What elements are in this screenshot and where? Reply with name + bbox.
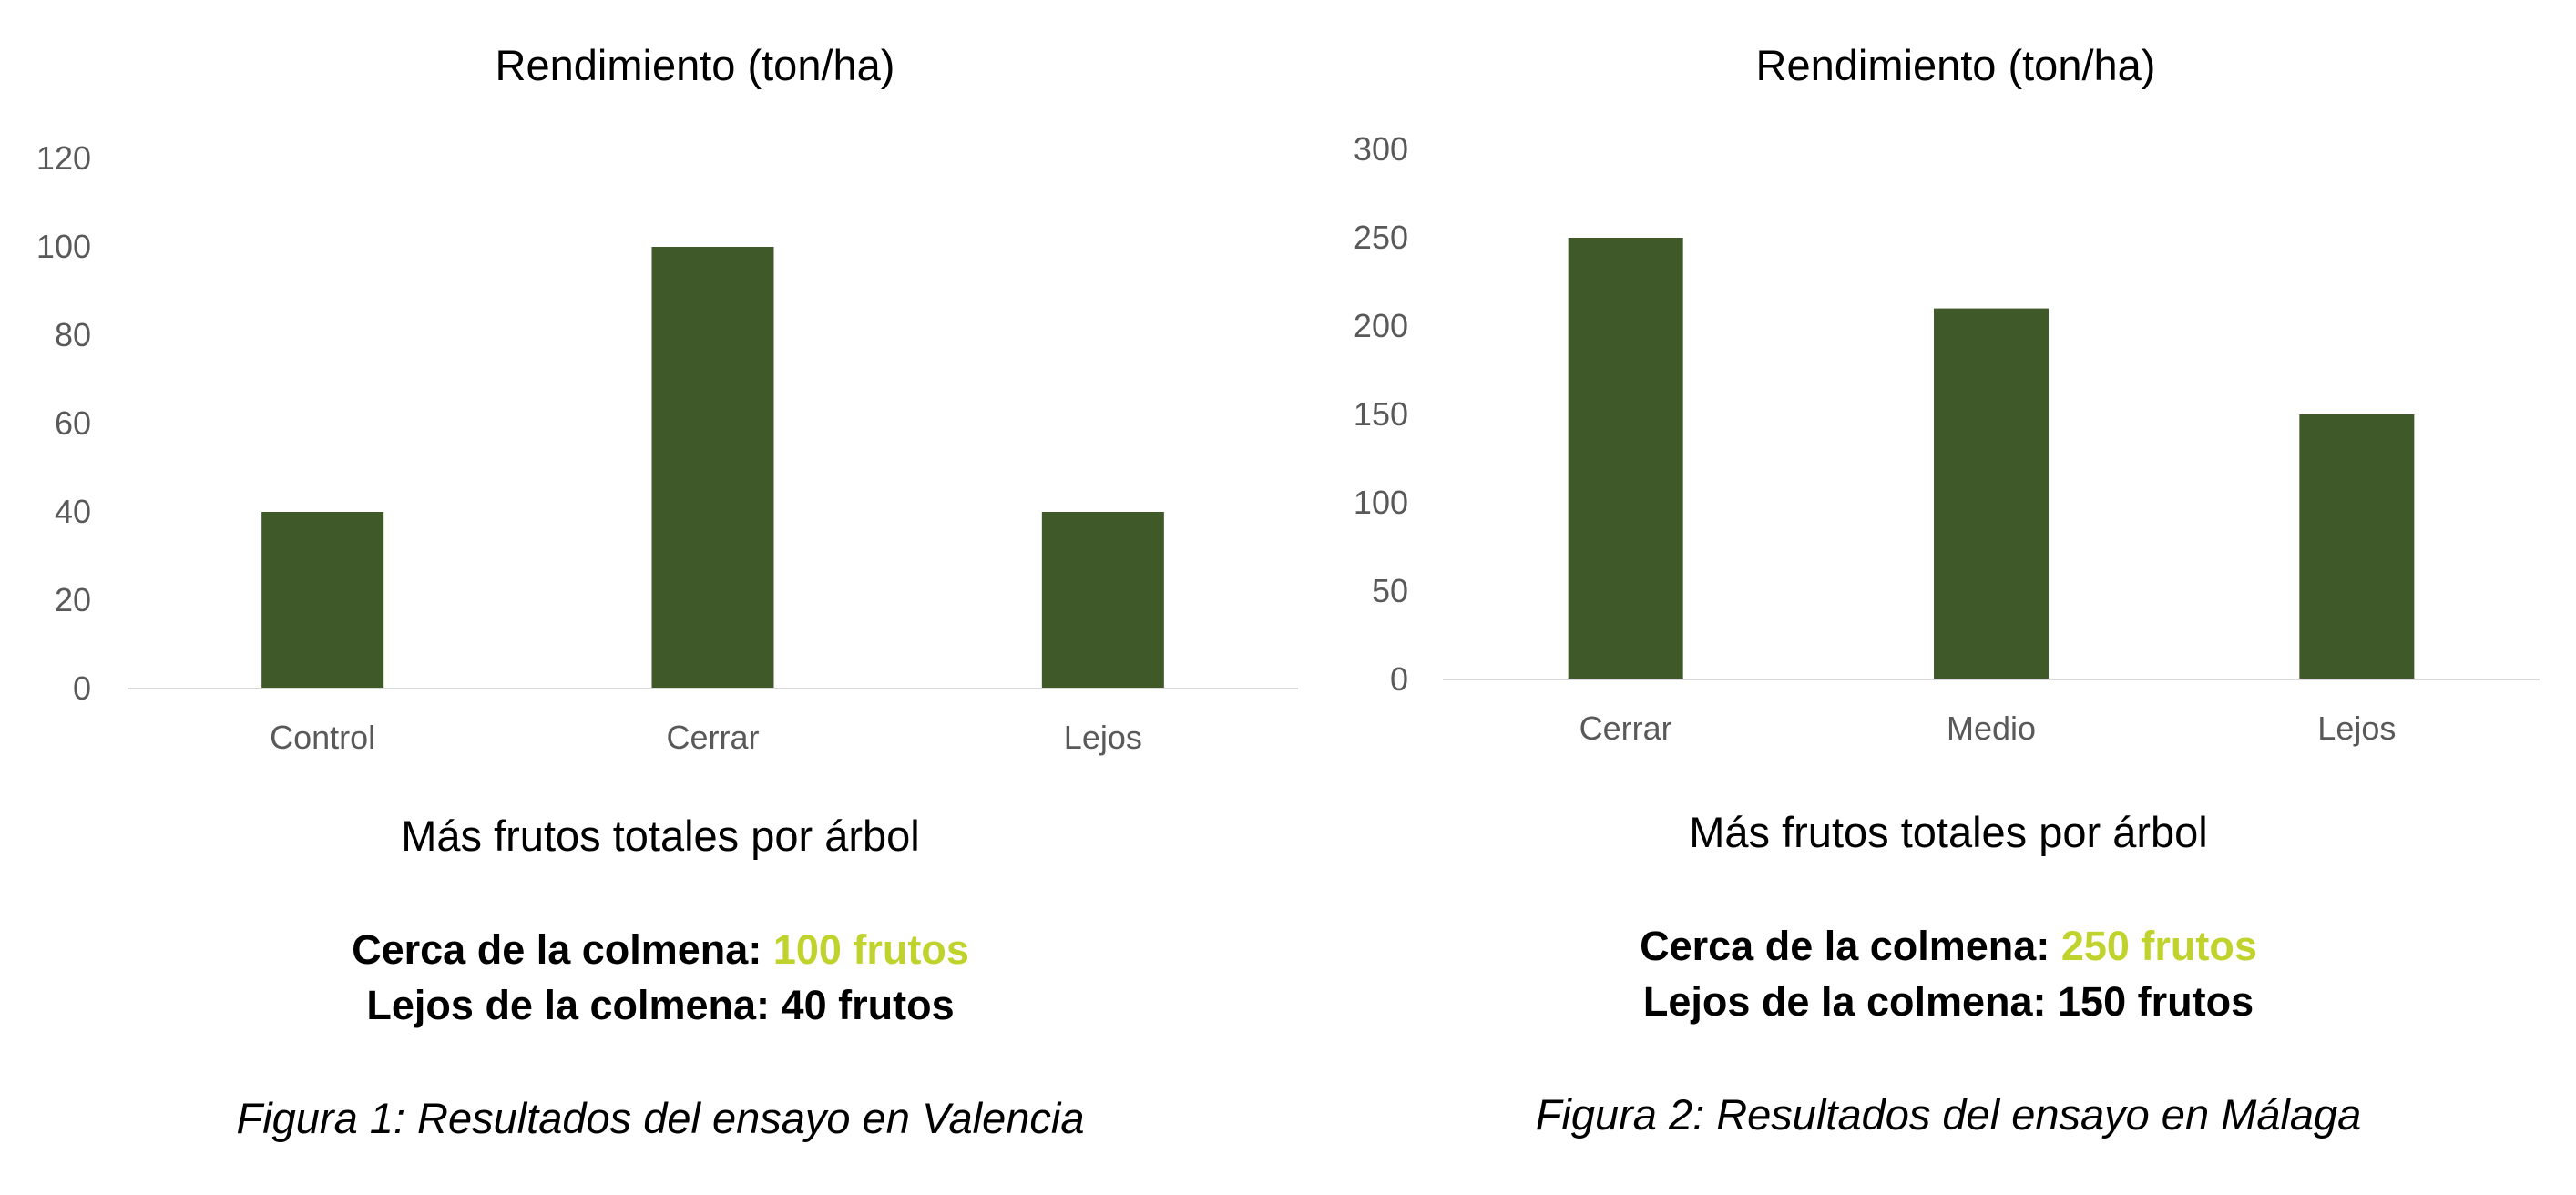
chart-2-y-tick-label: 100	[1354, 484, 1408, 521]
chart-1-bar	[1041, 512, 1164, 689]
figure-1-panel: Rendimiento (ton/ha) 0 20 40 60 80 100 120 Contr…	[0, 41, 1321, 1142]
chart-1-title: Rendimiento (ton/ha)	[496, 41, 895, 89]
figure-1-subtitle: Más frutos totales por árbol	[401, 812, 920, 860]
chart-1-y-tick-label: 80	[55, 316, 91, 353]
chart-1-y-tick-label: 100	[36, 228, 91, 265]
chart-2-y-tick-label: 300	[1354, 130, 1408, 168]
chart-1-category-label: Lejos	[1064, 719, 1142, 756]
chart-2-y-tick-label: 0	[1390, 660, 1408, 698]
chart-2-y-tick-label: 150	[1354, 395, 1408, 433]
chart-2-y-tick-label: 250	[1354, 219, 1408, 256]
figure-1-caption: Figura 1: Resultados del ensayo en Valen…	[236, 1094, 1085, 1142]
figure-1-near-value: 100 frutos	[772, 926, 969, 973]
chart-1-y-tick-label: 0	[73, 669, 91, 707]
chart-2-category-label: Medio	[1947, 710, 2036, 747]
chart-2-category-label: Cerrar	[1579, 710, 1672, 747]
chart-1-y-tick-label: 20	[55, 581, 91, 618]
figure-1-far-stat: Lejos de la colmena: 40 frutos	[366, 982, 955, 1028]
figure-2-near-stat: Cerca de la colmena: 250 frutos	[1321, 923, 2576, 970]
chart-2-bar	[2299, 414, 2415, 679]
chart-2-svg: Rendimiento (ton/ha) 0 50 100 150 200 250 300 Ce…	[1354, 41, 2540, 747]
figure-1-near-stat: Cerca de la colmena: 100 frutos	[0, 926, 1321, 974]
figure-2-subtitle: Más frutos totales por árbol	[1689, 808, 2208, 856]
figure-2-far-stat: Lejos de la colmena: 150 frutos	[1642, 978, 2254, 1025]
chart-1-bar	[261, 512, 384, 689]
chart-2-title: Rendimiento (ton/ha)	[1756, 41, 2156, 89]
chart-1-y-tick-label: 60	[55, 404, 91, 442]
figure-2-caption: Figura 2: Resultados del ensayo en Málag…	[1535, 1090, 2362, 1139]
chart-1-bar	[651, 247, 774, 689]
chart-1-category-label: Control	[270, 719, 375, 756]
chart-1-y-tick-label: 120	[36, 139, 91, 177]
chart-2-bar	[1934, 308, 2049, 679]
chart-1-y-tick-label: 40	[55, 493, 91, 530]
chart-2-y-tick-label: 200	[1354, 307, 1408, 344]
chart-2-bar	[1568, 238, 1683, 679]
figure-2-near-value: 250 frutos	[2060, 923, 2257, 969]
figure-2-panel: Rendimiento (ton/ha) 0 50 100 150 200 250 300 Ce…	[1321, 0, 2576, 1195]
figure-1-near-label: Cerca de la colmena:	[352, 926, 773, 973]
chart-2-category-label: Lejos	[2317, 710, 2396, 747]
chart-1-svg: Rendimiento (ton/ha) 0 20 40 60 80 100 120 Contr…	[36, 41, 1298, 756]
chart-1-category-label: Cerrar	[666, 719, 759, 756]
chart-2-y-tick-label: 50	[1372, 572, 1408, 609]
figure-2-near-label: Cerca de la colmena:	[1640, 923, 2061, 969]
